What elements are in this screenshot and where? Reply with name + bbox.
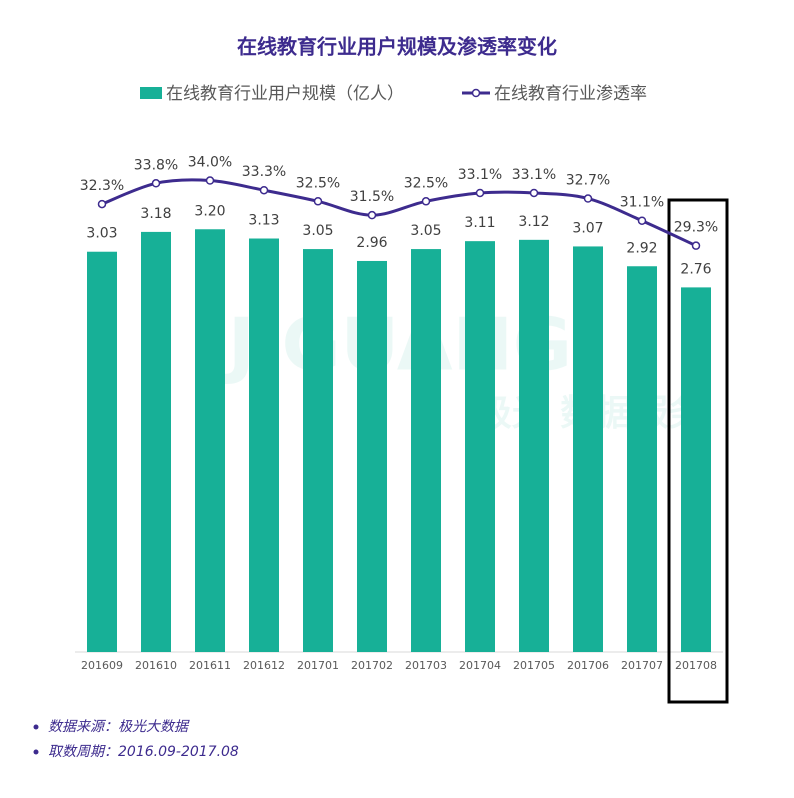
line-marker <box>205 176 215 185</box>
line-value-label: 34.0% <box>188 155 232 171</box>
x-tick-label: 201703 <box>405 659 447 672</box>
bar <box>141 231 171 652</box>
bar <box>303 249 333 652</box>
line-marker <box>529 188 539 198</box>
bar <box>627 266 657 652</box>
line-marker <box>691 241 701 250</box>
line-value-label: 33.3% <box>242 164 286 180</box>
line-value-label: 31.5% <box>350 189 394 205</box>
line-value-label: 29.3% <box>674 220 718 236</box>
legend-label: 在线教育行业用户规模（亿人） <box>166 84 404 104</box>
x-tick-label: 201707 <box>621 659 663 672</box>
bar-value-label: 3.11 <box>464 215 495 231</box>
line-marker <box>475 188 485 198</box>
line-marker <box>367 210 377 220</box>
bar <box>411 249 441 652</box>
bar-value-label: 3.05 <box>302 223 333 239</box>
x-tick-label: 201612 <box>243 659 285 672</box>
bar-value-label: 2.92 <box>626 240 657 256</box>
chart-title: 在线教育行业用户规模及渗透率变化 <box>237 35 557 59</box>
x-tick-label: 201705 <box>513 659 555 672</box>
x-tick-label: 201702 <box>351 659 393 672</box>
x-tick-label: 201609 <box>81 659 123 672</box>
x-tick-label: 201701 <box>297 659 339 672</box>
line-value-label: 31.1% <box>620 195 664 211</box>
bar-value-label: 3.07 <box>572 220 603 236</box>
highlight-box <box>667 198 729 704</box>
line <box>101 178 697 248</box>
bullet <box>33 749 39 755</box>
line-marker <box>637 216 647 225</box>
line-value-label: 33.1% <box>512 167 556 183</box>
bar-value-label: 3.12 <box>518 214 549 230</box>
line-value-label: 33.8% <box>134 157 178 173</box>
line-marker <box>421 197 431 206</box>
bar-value-label: 3.03 <box>86 226 117 242</box>
x-tick-label: 201706 <box>567 659 609 672</box>
bar <box>357 260 387 652</box>
bar <box>87 251 117 652</box>
bar-value-label: 2.96 <box>356 235 387 251</box>
bar <box>681 287 711 652</box>
legend-label: 在线教育行业渗透率 <box>494 84 647 104</box>
line-marker <box>583 194 593 203</box>
line-marker <box>151 179 161 188</box>
line-value-label: 33.1% <box>458 167 502 183</box>
source-note: 数据来源：极光大数据 <box>48 719 190 735</box>
watermark: JIGUANG <box>223 303 572 387</box>
bar <box>465 241 495 652</box>
bar-value-label: 3.13 <box>248 213 279 229</box>
bar <box>519 239 549 652</box>
bar-value-label: 3.18 <box>140 206 171 222</box>
x-tick-label: 201610 <box>135 659 177 672</box>
bar <box>249 238 279 652</box>
line-marker <box>97 199 107 209</box>
legend-swatch <box>471 88 481 98</box>
bar-value-label: 3.05 <box>410 223 441 239</box>
line-value-label: 32.7% <box>566 173 610 189</box>
bar-value-label: 3.20 <box>194 203 225 219</box>
period-note: 取数周期：2016.09-2017.08 <box>48 744 239 760</box>
line-marker <box>313 197 323 206</box>
line-marker <box>259 185 269 195</box>
line-value-label: 32.3% <box>80 178 124 194</box>
line-value-label: 32.5% <box>404 175 448 191</box>
legend-swatch <box>140 87 162 99</box>
x-tick-label: 201704 <box>459 659 501 672</box>
x-tick-label: 201708 <box>675 659 717 672</box>
bar <box>195 229 225 652</box>
bar <box>573 246 603 653</box>
bullet <box>33 724 39 730</box>
x-tick-label: 201611 <box>189 659 231 672</box>
line-value-label: 32.5% <box>296 175 340 191</box>
bar-value-label: 2.76 <box>680 261 711 277</box>
